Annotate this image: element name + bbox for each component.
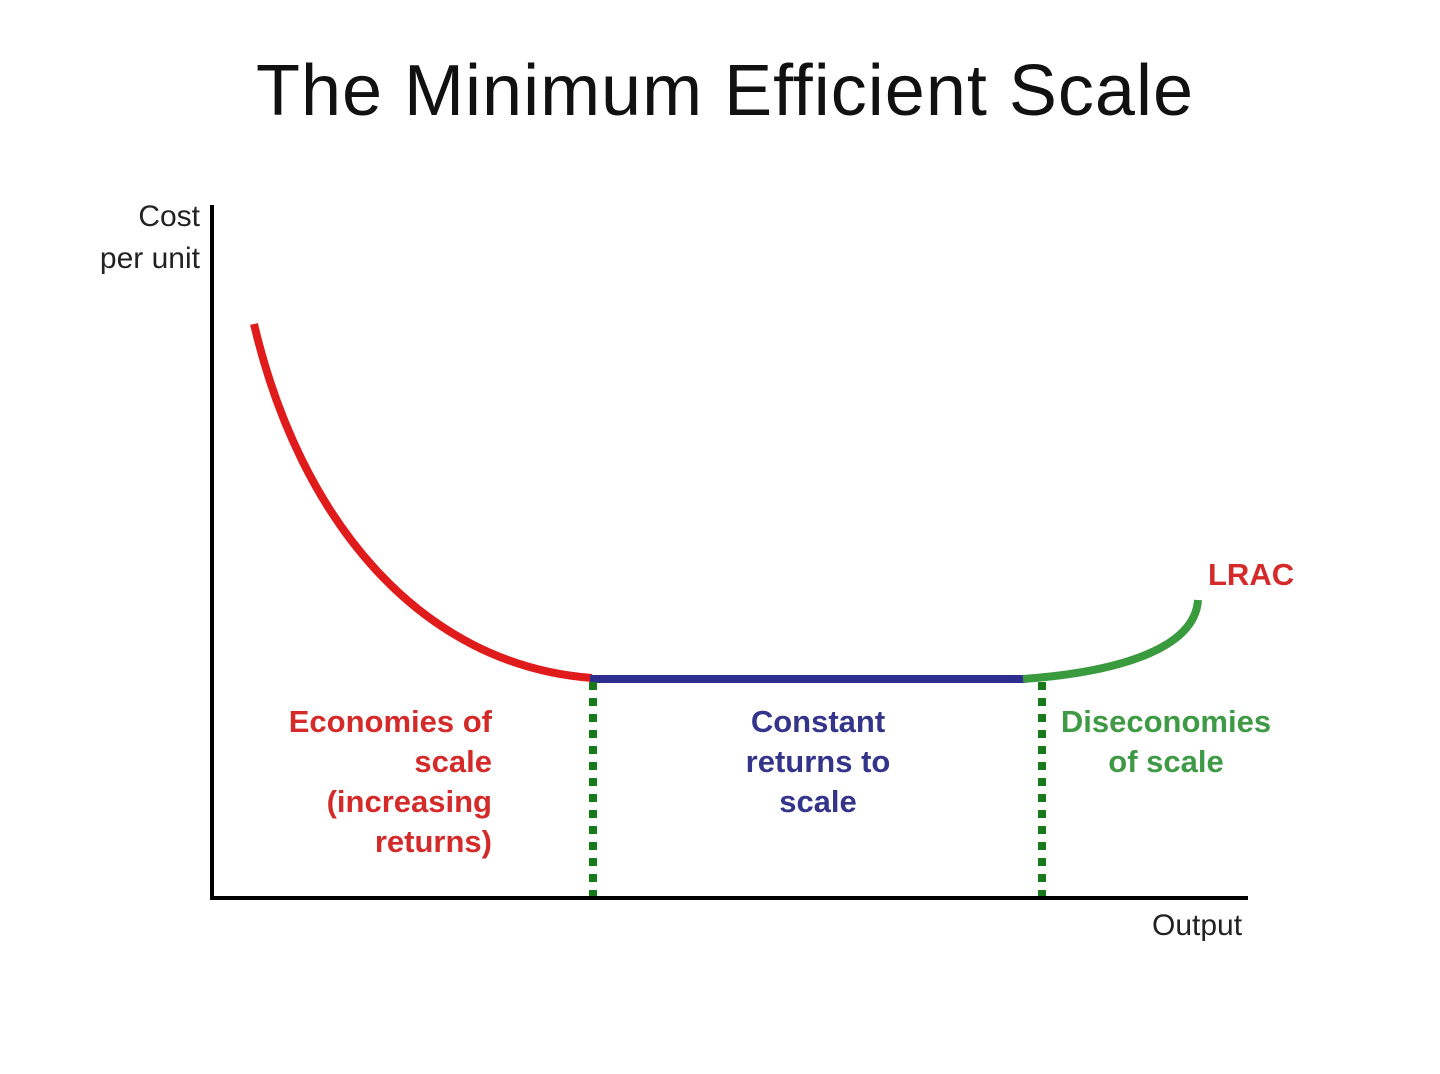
lrac-economies-segment: [250, 323, 593, 682]
economies-of-scale-label: Economies of scale (increasing returns): [250, 702, 492, 862]
lrac-diseconomies-segment: [1022, 599, 1202, 683]
constant-returns-label: Constant returns to scale: [700, 702, 936, 822]
economies-line2: scale: [414, 744, 492, 779]
economies-line3: (increasing: [326, 784, 492, 819]
constant-line1: Constant: [750, 704, 886, 739]
y-axis-label-line1: Cost: [138, 200, 200, 233]
diseconomies-line2: of scale: [1108, 744, 1224, 779]
diseconomies-line1: Diseconomies: [1060, 704, 1272, 739]
economies-line1: Economies of: [288, 704, 492, 739]
constant-line2: returns to: [745, 744, 891, 779]
economies-line4: returns): [374, 824, 492, 859]
chart-title: The Minimum Efficient Scale: [255, 51, 1194, 131]
constant-line3: scale: [779, 784, 857, 819]
lrac-label: LRAC: [1208, 557, 1295, 592]
x-axis-label: Output: [1152, 909, 1243, 942]
y-axis-label-line2: per unit: [99, 242, 200, 275]
diseconomies-of-scale-label: Diseconomies of scale: [1050, 702, 1282, 782]
y-axis-label: Cost per unit: [60, 196, 200, 280]
